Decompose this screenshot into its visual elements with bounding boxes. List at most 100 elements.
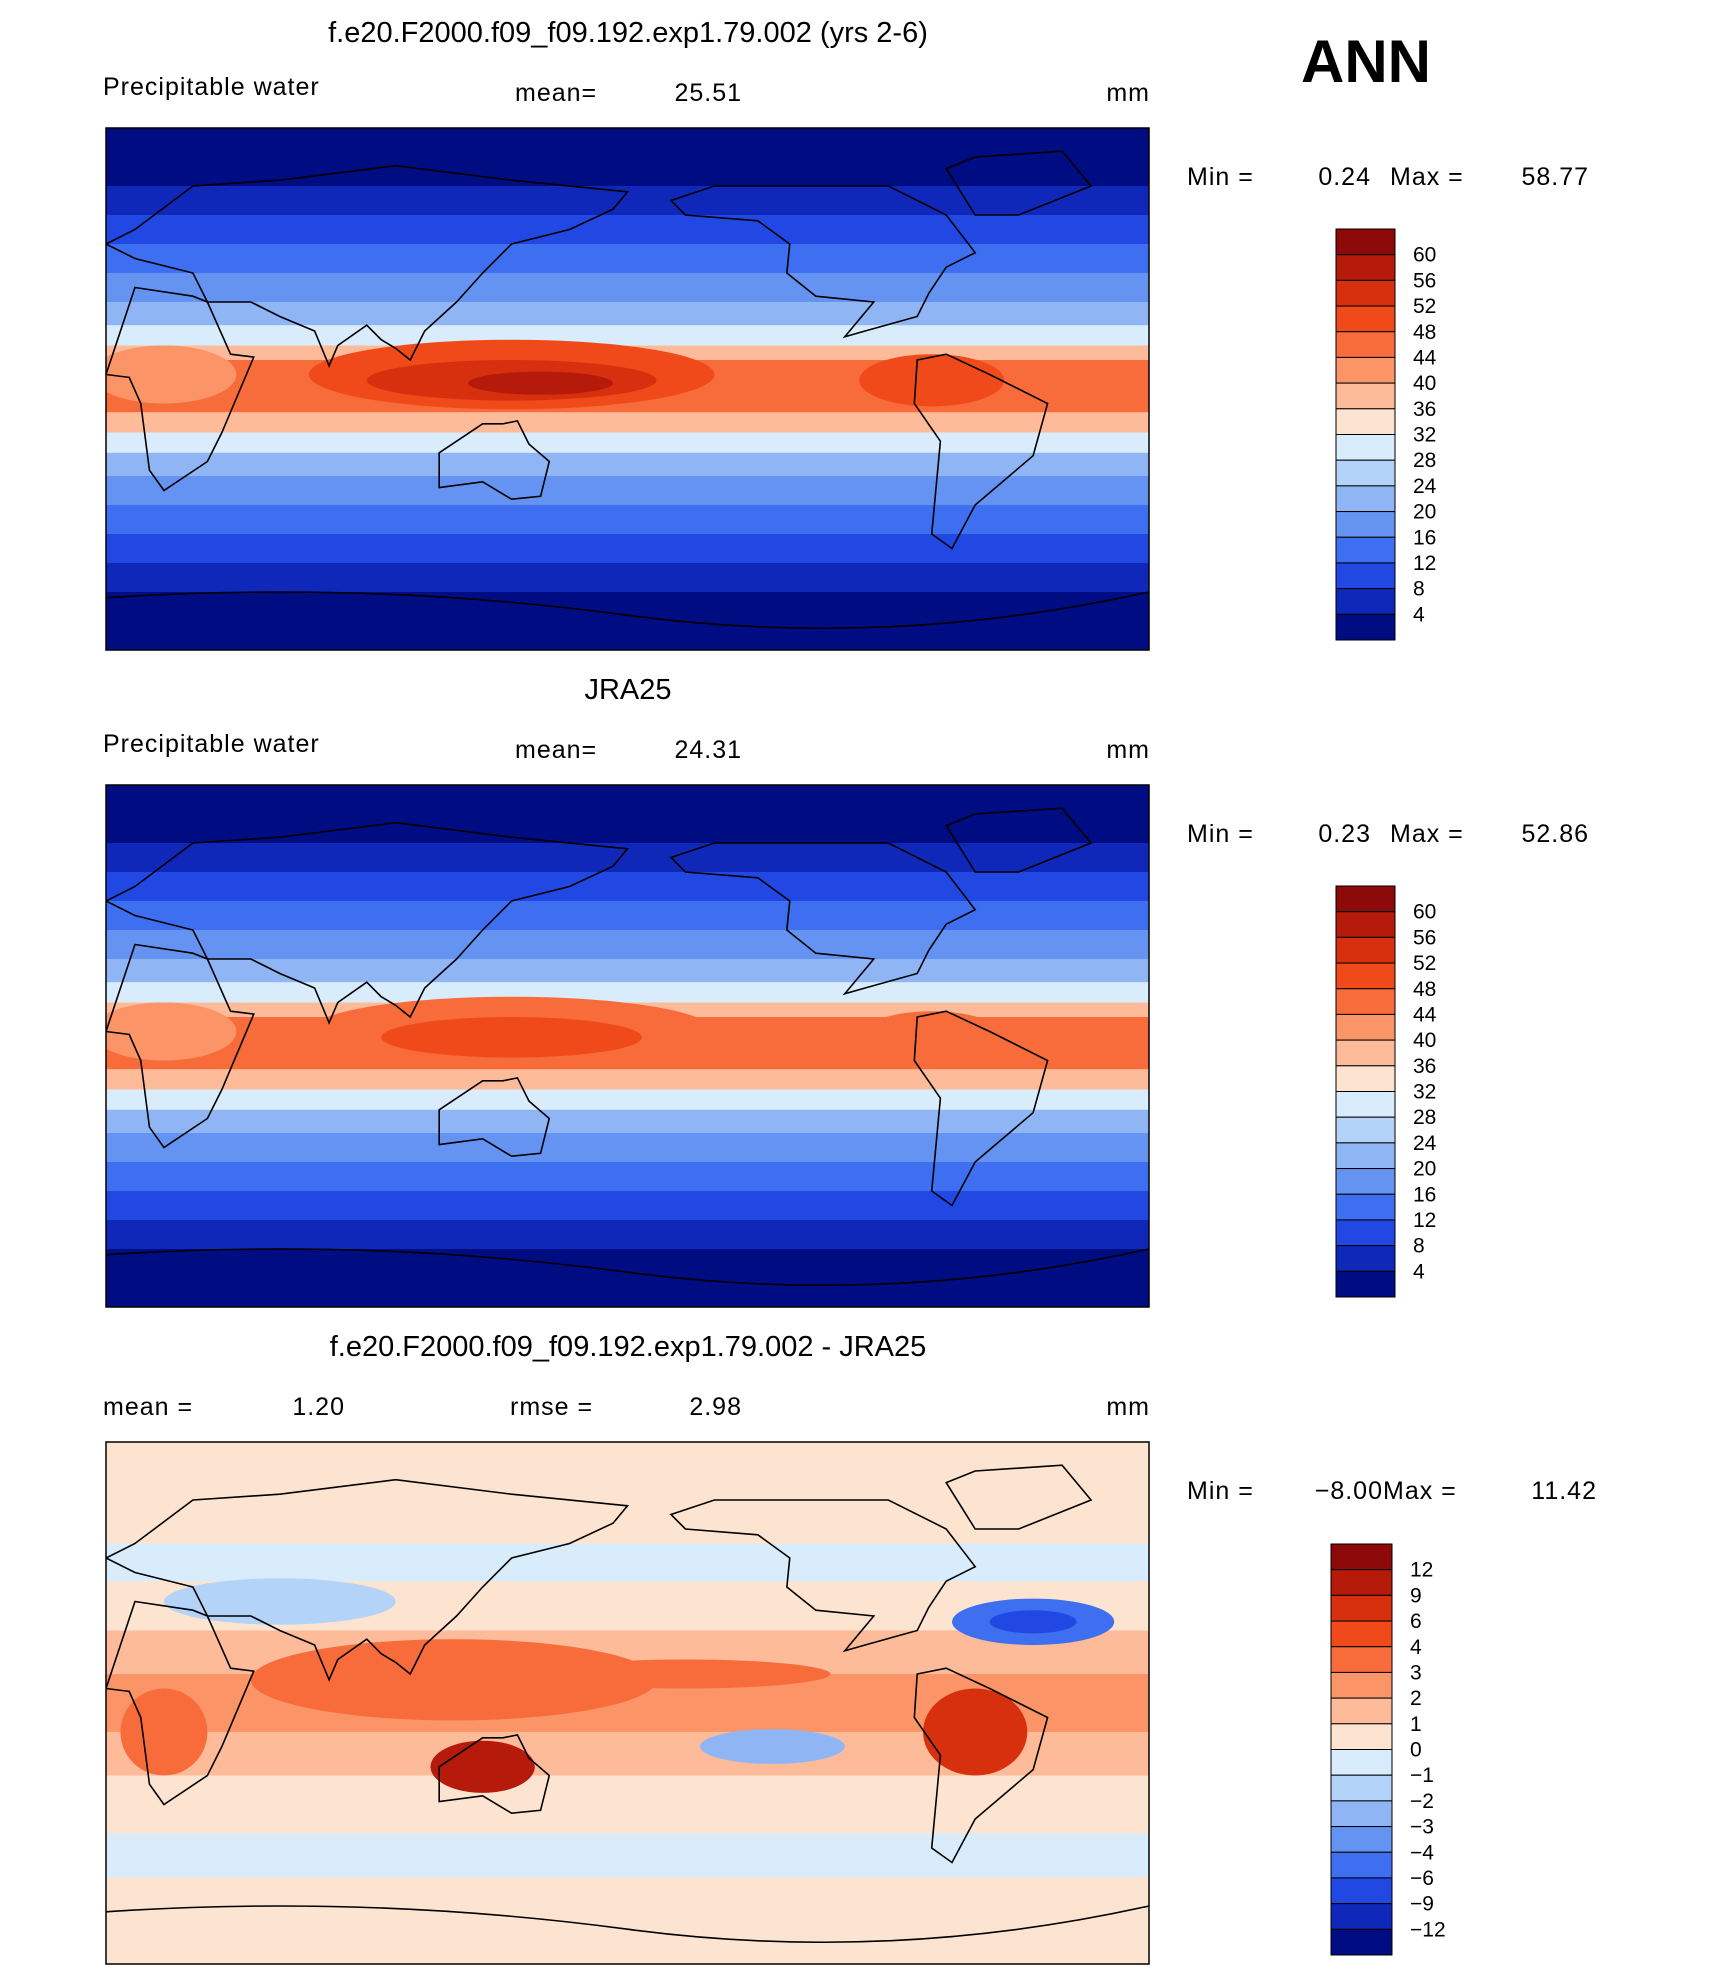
contour-band <box>106 1543 1149 1582</box>
colorbar-box <box>1335 988 1396 1015</box>
colorbar-box <box>1335 459 1396 487</box>
colorbar-label: −12 <box>1410 1918 1446 1941</box>
colorbar-label: 6 <box>1410 1610 1422 1633</box>
colorbar-label: 28 <box>1413 1106 1436 1129</box>
colorbar-label: 60 <box>1413 901 1436 924</box>
colorbar-box <box>1330 1851 1393 1879</box>
colorbar-label: 36 <box>1413 1055 1436 1078</box>
colorbar-box <box>1330 1671 1393 1699</box>
colorbar-box <box>1335 613 1396 641</box>
coastline <box>945 1464 1093 1530</box>
colorbar-box <box>1330 1877 1393 1905</box>
contour-band <box>106 1775 1149 1834</box>
colorbar-label: −2 <box>1410 1790 1434 1813</box>
units: mm <box>1106 1393 1150 1421</box>
colorbar-box <box>1335 254 1396 281</box>
stat-value: 25.51 <box>674 79 742 107</box>
colorbar-box <box>1335 588 1396 615</box>
colorbar-label: 16 <box>1413 526 1436 549</box>
map <box>106 785 1149 1307</box>
contour-region <box>859 354 1005 407</box>
min-value: 0.23 <box>1318 820 1371 848</box>
colorbar-label: 20 <box>1413 501 1436 524</box>
colorbar-label: 12 <box>1410 1559 1433 1582</box>
field-name: Precipitable water <box>103 73 320 101</box>
colorbar-label: −1 <box>1410 1764 1434 1787</box>
contour-band <box>106 872 1149 902</box>
contour-band <box>106 785 1149 844</box>
max-label: Max = <box>1390 820 1464 848</box>
colorbar-box <box>1330 1774 1393 1802</box>
stat-value: 2.98 <box>689 1393 742 1421</box>
contour-band <box>106 476 1149 506</box>
colorbar-box <box>1335 408 1396 435</box>
colorbar-label: 56 <box>1413 269 1436 292</box>
contour-region <box>923 1688 1028 1776</box>
colorbar-label: 40 <box>1413 1029 1436 1052</box>
colorbar-box <box>1335 1013 1396 1041</box>
colorbar-label: 12 <box>1413 1209 1436 1232</box>
coastline <box>106 1478 630 1682</box>
max-label: Max = <box>1383 1477 1457 1505</box>
colorbar-box <box>1335 434 1396 461</box>
min-label: Min = <box>1187 163 1254 191</box>
colorbar-box <box>1335 1142 1396 1170</box>
contour-band <box>106 1069 1149 1090</box>
contour-region <box>468 371 614 395</box>
min-label: Min = <box>1187 820 1254 848</box>
colorbar-label: 8 <box>1413 1235 1425 1258</box>
colorbar-box <box>1335 1193 1396 1221</box>
contour-band <box>106 505 1149 535</box>
contour-band <box>106 1877 1149 1964</box>
colorbar-label: 0 <box>1410 1739 1422 1762</box>
colorbar-box <box>1330 1903 1393 1930</box>
colorbar-label: −4 <box>1410 1841 1434 1864</box>
contour-region <box>106 345 237 404</box>
contour-band <box>106 325 1149 346</box>
coastline <box>913 353 1049 550</box>
colorbar-box <box>1330 1800 1393 1828</box>
colorbar-box <box>1335 485 1396 513</box>
contour-region <box>430 1740 535 1793</box>
units: mm <box>1106 79 1150 107</box>
colorbar-box <box>1335 331 1396 358</box>
coastline <box>913 1010 1049 1207</box>
colorbar-box <box>1335 228 1396 256</box>
coastline <box>438 1733 551 1815</box>
colorbar-box <box>1330 1543 1393 1571</box>
stat-value: 24.31 <box>674 736 742 764</box>
units: mm <box>1106 736 1150 764</box>
colorbar-box <box>1335 356 1396 384</box>
colorbar-box <box>1335 511 1396 538</box>
contour-band <box>106 412 1149 433</box>
contour-band <box>106 1191 1149 1221</box>
colorbar-box <box>1335 885 1396 913</box>
colorbar-label: 20 <box>1413 1158 1436 1181</box>
colorbar-label: 48 <box>1413 978 1436 1001</box>
colorbar-label: 2 <box>1410 1687 1422 1710</box>
contour-region <box>163 1578 396 1625</box>
colorbar-label: 4 <box>1410 1636 1422 1659</box>
colorbar-box <box>1330 1723 1393 1750</box>
max-label: Max = <box>1390 163 1464 191</box>
coastline <box>106 821 630 1025</box>
colorbar-label: 56 <box>1413 926 1436 949</box>
season-label: ANN <box>1301 28 1431 95</box>
contour-band <box>106 273 1149 303</box>
contour-band <box>106 592 1149 650</box>
contour-band <box>106 843 1149 873</box>
stat-label: mean= <box>515 79 597 107</box>
colorbar-label: −3 <box>1410 1816 1434 1839</box>
colorbar-box <box>1335 382 1396 410</box>
colorbar-box <box>1330 1697 1393 1725</box>
colorbar-label: 32 <box>1413 424 1436 447</box>
colorbar-label: 24 <box>1413 1132 1437 1155</box>
contour-region <box>540 1659 831 1689</box>
coastline <box>669 185 977 339</box>
contour-band <box>106 534 1149 564</box>
map <box>106 128 1149 650</box>
max-value: 52.86 <box>1521 820 1589 848</box>
contour-band <box>106 1089 1149 1111</box>
map <box>106 1442 1149 1964</box>
